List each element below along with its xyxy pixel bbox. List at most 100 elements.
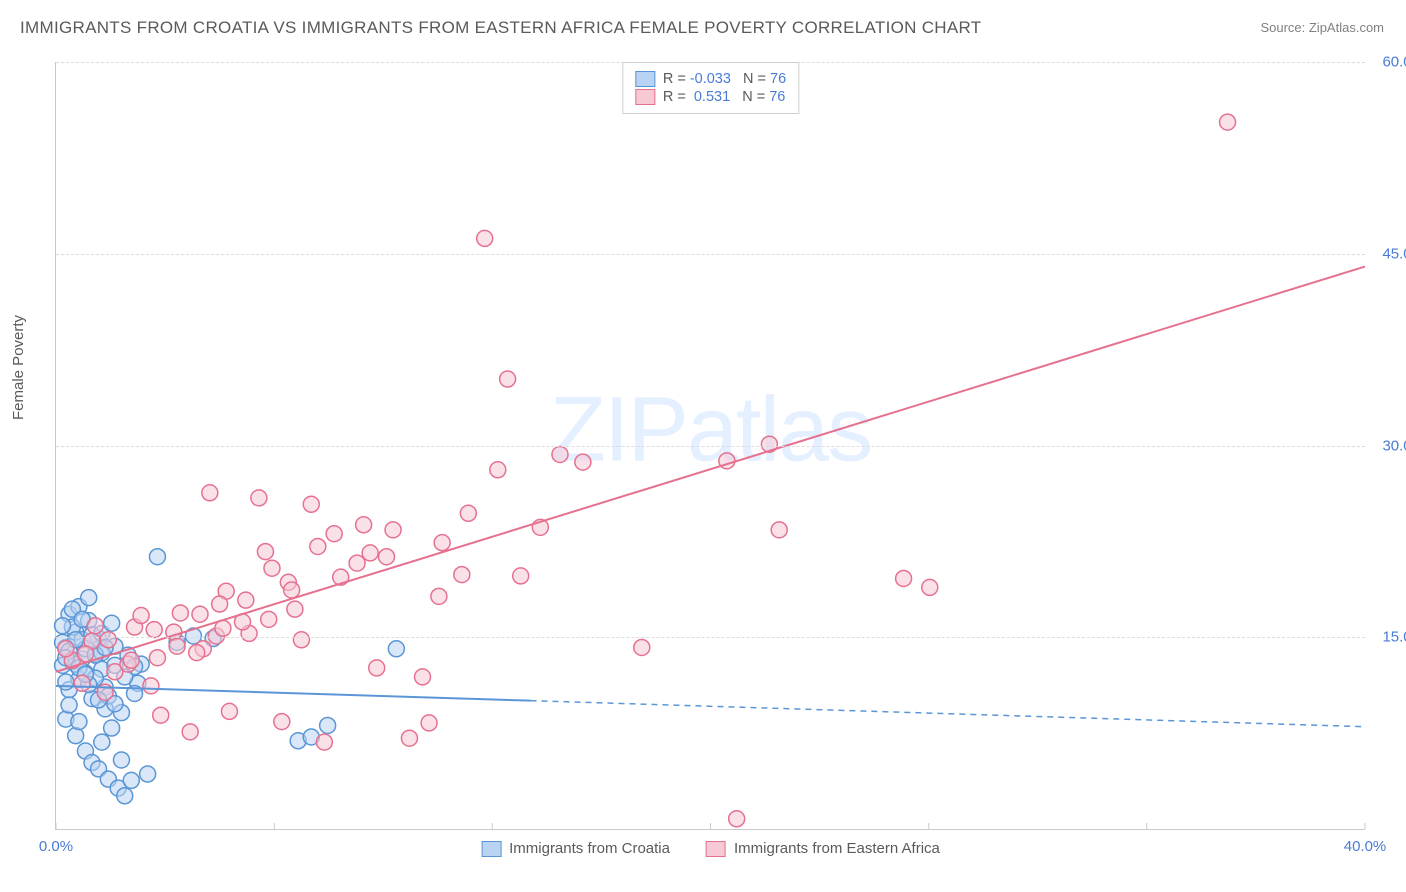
scatter-point [257, 544, 273, 560]
y-axis-label: Female Poverty [10, 315, 27, 420]
scatter-point [552, 446, 568, 462]
scatter-point [477, 230, 493, 246]
scatter-point [293, 632, 309, 648]
scatter-point [192, 606, 208, 622]
legend-row-eastern-africa: R = 0.531 N = 76 [635, 89, 786, 105]
scatter-point [212, 596, 228, 612]
series-label-croatia: Immigrants from Croatia [509, 840, 670, 857]
series-label-eastern-africa: Immigrants from Eastern Africa [734, 840, 940, 857]
scatter-point [238, 592, 254, 608]
scatter-point [362, 545, 378, 561]
y-tick-label: 15.0% [1382, 629, 1406, 646]
scatter-point [388, 641, 404, 657]
series-legend: Immigrants from Croatia Immigrants from … [481, 840, 940, 857]
scatter-point [104, 615, 120, 631]
scatter-point [500, 371, 516, 387]
scatter-point [575, 454, 591, 470]
legend-text-eastern-africa: R = 0.531 N = 76 [663, 89, 786, 105]
scatter-point [100, 632, 116, 648]
chart-title: IMMIGRANTS FROM CROATIA VS IMMIGRANTS FR… [20, 18, 981, 38]
scatter-point [172, 605, 188, 621]
scatter-point [202, 485, 218, 501]
scatter-point [123, 652, 139, 668]
y-tick-label: 30.0% [1382, 437, 1406, 454]
scatter-point [922, 579, 938, 595]
scatter-point [140, 766, 156, 782]
plot-area: ZIPatlas R = -0.033 N = 76 R = 0.531 N =… [55, 62, 1365, 830]
scatter-point [460, 505, 476, 521]
trend-line [56, 267, 1365, 672]
grid-line-horizontal [56, 254, 1365, 255]
series-swatch-croatia [481, 841, 501, 857]
x-tick-label: 40.0% [1344, 838, 1387, 855]
scatter-point [320, 717, 336, 733]
scatter-point [153, 707, 169, 723]
scatter-point [385, 522, 401, 538]
series-legend-croatia: Immigrants from Croatia [481, 840, 670, 857]
scatter-point [104, 720, 120, 736]
scatter-point [182, 724, 198, 740]
scatter-point [421, 715, 437, 731]
scatter-point [513, 568, 529, 584]
scatter-point [729, 811, 745, 827]
grid-line-horizontal [56, 637, 1365, 638]
scatter-point [77, 646, 93, 662]
scatter-point [94, 734, 110, 750]
x-tick-label: 0.0% [39, 838, 73, 855]
scatter-point [431, 588, 447, 604]
scatter-point [264, 560, 280, 576]
legend-swatch-croatia [635, 71, 655, 87]
scatter-point [634, 639, 650, 655]
scatter-point [87, 618, 103, 634]
scatter-point [113, 752, 129, 768]
scatter-point [81, 590, 97, 606]
scatter-point [490, 462, 506, 478]
scatter-point [143, 678, 159, 694]
scatter-point [68, 728, 84, 744]
scatter-point [71, 714, 87, 730]
series-swatch-eastern-africa [706, 841, 726, 857]
scatter-point [349, 555, 365, 571]
scatter-point [401, 730, 417, 746]
legend-text-croatia: R = -0.033 N = 76 [663, 71, 786, 87]
scatter-point [303, 496, 319, 512]
scatter-point [149, 549, 165, 565]
scatter-point [379, 549, 395, 565]
scatter-point [189, 645, 205, 661]
scatter-point [454, 567, 470, 583]
y-tick-label: 45.0% [1382, 245, 1406, 262]
scatter-point [61, 697, 77, 713]
scatter-point [369, 660, 385, 676]
scatter-point [251, 490, 267, 506]
series-legend-eastern-africa: Immigrants from Eastern Africa [706, 840, 940, 857]
trend-line-dashed [531, 701, 1365, 727]
correlation-legend: R = -0.033 N = 76 R = 0.531 N = 76 [622, 62, 799, 114]
scatter-point [169, 638, 185, 654]
scatter-point [287, 601, 303, 617]
grid-line-horizontal [56, 446, 1365, 447]
scatter-point [221, 703, 237, 719]
scatter-point [55, 618, 71, 634]
scatter-point [133, 608, 149, 624]
scatter-point [771, 522, 787, 538]
scatter-point [123, 772, 139, 788]
legend-row-croatia: R = -0.033 N = 76 [635, 71, 786, 87]
scatter-point [1220, 114, 1236, 130]
scatter-point [274, 714, 290, 730]
legend-swatch-eastern-africa [635, 89, 655, 105]
source-label: Source: ZipAtlas.com [1260, 20, 1384, 35]
scatter-point [58, 641, 74, 657]
scatter-point [146, 622, 162, 638]
scatter-point [149, 650, 165, 666]
scatter-point [74, 675, 90, 691]
y-tick-label: 60.0% [1382, 54, 1406, 71]
scatter-point [310, 538, 326, 554]
scatter-point [316, 734, 332, 750]
scatter-point [356, 517, 372, 533]
scatter-point [896, 570, 912, 586]
scatter-point [261, 611, 277, 627]
scatter-point [58, 674, 74, 690]
scatter-point [284, 582, 300, 598]
scatter-point [117, 788, 133, 804]
scatter-point [326, 526, 342, 542]
